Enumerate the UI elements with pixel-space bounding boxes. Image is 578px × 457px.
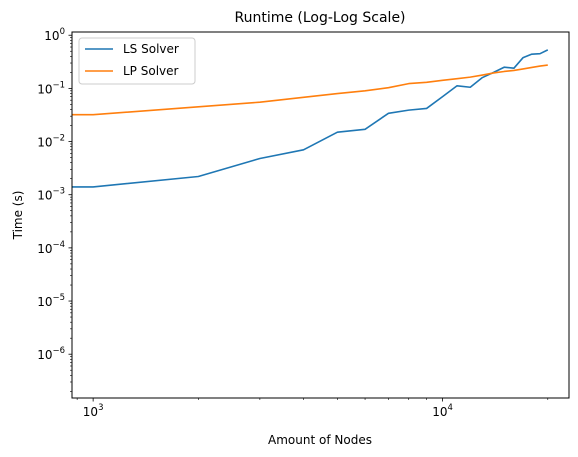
series-line-lp-solver bbox=[72, 64, 548, 116]
chart-title: Runtime (Log-Log Scale) bbox=[234, 10, 405, 26]
x-tick-base: 10 bbox=[432, 405, 447, 419]
y-tick-label: 10−3 bbox=[37, 187, 65, 203]
y-tick-base: 10 bbox=[44, 29, 59, 43]
y-axis-title: Time (s) bbox=[11, 191, 25, 241]
legend: LS Solver LP Solver bbox=[78, 37, 196, 85]
y-tick-base: 10 bbox=[37, 348, 52, 362]
x-tick-label: 103 bbox=[83, 403, 104, 419]
x-tick-base: 10 bbox=[83, 405, 98, 419]
x-tick-exponent: 3 bbox=[98, 403, 103, 413]
y-tick-label: 10−4 bbox=[37, 240, 65, 256]
x-axis: 103 104 bbox=[76, 398, 549, 419]
y-tick-base: 10 bbox=[37, 295, 52, 309]
y-tick-exponent: −5 bbox=[52, 293, 65, 303]
y-tick-label: 10−1 bbox=[37, 80, 65, 96]
y-tick-label: 10−6 bbox=[37, 346, 65, 362]
y-tick-exponent: −4 bbox=[52, 240, 65, 250]
plot-background bbox=[72, 32, 569, 398]
series-line-ls-solver bbox=[72, 49, 549, 188]
x-axis-title: Amount of Nodes bbox=[268, 433, 372, 447]
y-tick-label: 100 bbox=[44, 27, 65, 43]
y-tick-base: 10 bbox=[37, 242, 52, 256]
x-tick-exponent: 4 bbox=[448, 403, 453, 413]
y-tick-exponent: −3 bbox=[52, 187, 65, 197]
y-tick-exponent: −6 bbox=[52, 346, 65, 356]
series-layer bbox=[72, 49, 549, 188]
y-tick-exponent: −1 bbox=[52, 80, 65, 90]
plot-frame bbox=[71, 31, 570, 399]
x-tick-label: 104 bbox=[432, 403, 453, 419]
legend-label-ls-solver: LS Solver bbox=[123, 42, 179, 56]
y-tick-exponent: 0 bbox=[60, 27, 65, 37]
y-tick-base: 10 bbox=[37, 82, 52, 96]
y-tick-base: 10 bbox=[37, 189, 52, 203]
legend-label-lp-solver: LP Solver bbox=[123, 64, 179, 78]
y-tick-label: 10−2 bbox=[37, 134, 65, 150]
y-tick-exponent: −2 bbox=[52, 134, 65, 144]
plot-area bbox=[71, 31, 570, 399]
y-tick-base: 10 bbox=[37, 136, 52, 150]
y-tick-label: 10−5 bbox=[37, 293, 65, 309]
